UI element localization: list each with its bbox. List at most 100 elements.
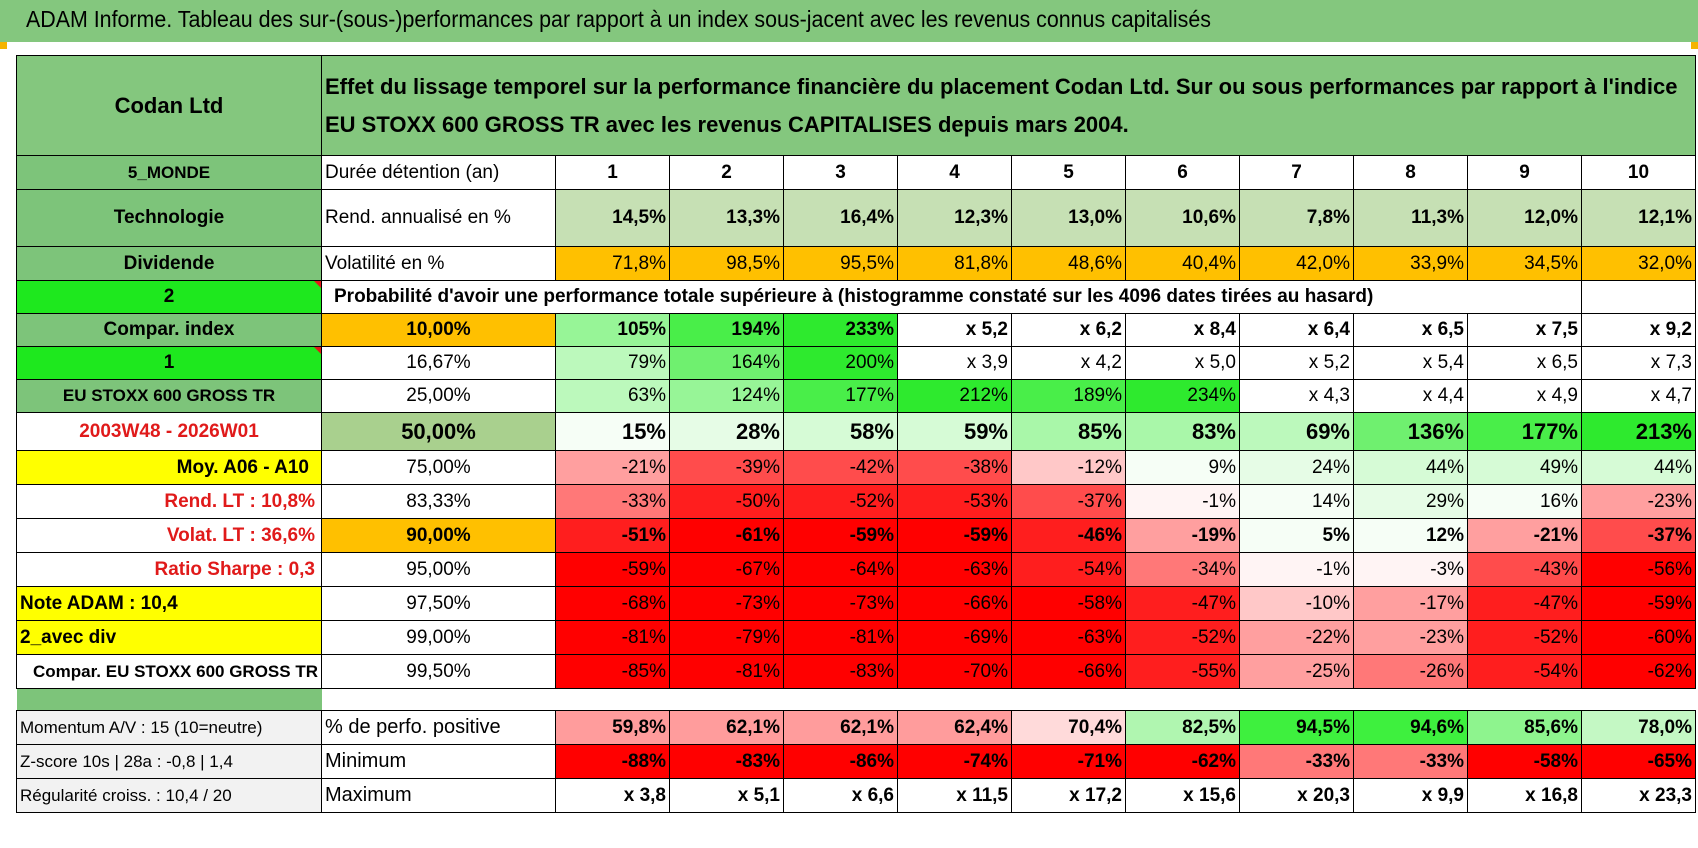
probability-value: 58% xyxy=(783,412,898,451)
year-header: 7 xyxy=(1239,155,1354,190)
probability-value: -17% xyxy=(1353,586,1468,621)
rend-label: Rend. annualisé en % xyxy=(321,189,556,247)
positive-perf-value: 70,4% xyxy=(1011,710,1126,745)
table-row: EU STOXX 600 GROSS TR 25,00% 63% 124% 177% 21… xyxy=(16,379,1696,413)
rend-value: 12,1% xyxy=(1581,189,1696,247)
year-header: 3 xyxy=(783,155,898,190)
volat-lt-label: Volat. LT : 36,6% xyxy=(16,518,322,553)
region-label: 5_MONDE xyxy=(16,155,322,190)
table-row: 5_MONDE Durée détention (an) 1 2 3 4 5 6 7 8 9 10 xyxy=(16,155,1696,190)
probability-value: -47% xyxy=(1467,586,1582,621)
probability-value: -12% xyxy=(1011,450,1126,485)
probability-value: -34% xyxy=(1125,552,1240,587)
probability-value: 16% xyxy=(1467,484,1582,519)
probability-value: -52% xyxy=(1125,620,1240,655)
probability-value: -81% xyxy=(555,620,670,655)
minimum-value: -71% xyxy=(1011,744,1126,779)
table-row: 2003W48 - 2026W01 50,00% 15% 28% 58% 59% 85% 83… xyxy=(16,412,1696,451)
probability-value: -52% xyxy=(783,484,898,519)
maximum-left-label: Régularité croiss. : 10,4 / 20 xyxy=(16,778,322,813)
type-label: Dividende xyxy=(16,246,322,281)
probability-value: -26% xyxy=(1353,654,1468,689)
positive-perf-value: 82,5% xyxy=(1125,710,1240,745)
probability-value: 212% xyxy=(897,379,1012,413)
positive-perf-left-label: Momentum A/V : 15 (10=neutre) xyxy=(16,710,322,745)
avec-div-label: 2_avec div xyxy=(16,620,322,655)
positive-perf-label: % de perfo. positive xyxy=(321,710,556,745)
probability-value: -67% xyxy=(669,552,784,587)
probability-value: x 5,2 xyxy=(1239,346,1354,380)
probability-value: x 4,9 xyxy=(1467,379,1582,413)
minimum-left-label: Z-score 10s | 28a : -0,8 | 1,4 xyxy=(16,744,322,779)
sharpe-label: Ratio Sharpe : 0,3 xyxy=(16,552,322,587)
probability-value: -61% xyxy=(669,518,784,553)
probability-value: 28% xyxy=(669,412,784,451)
probability-value: -54% xyxy=(1467,654,1582,689)
probability-value: 177% xyxy=(783,379,898,413)
minimum-value: -58% xyxy=(1467,744,1582,779)
probability-value: x 5,2 xyxy=(897,313,1012,347)
probability-value: -59% xyxy=(897,518,1012,553)
probability-value: -33% xyxy=(555,484,670,519)
probability-value: -25% xyxy=(1239,654,1354,689)
title-banner: ADAM Informe. Tableau des sur-(sous-)per… xyxy=(0,0,1698,42)
company-name: Codan Ltd xyxy=(16,55,322,156)
spacer-green xyxy=(16,688,322,711)
index-name: EU STOXX 600 GROSS TR xyxy=(16,379,322,413)
compar-index-label: Compar. index xyxy=(16,313,322,347)
probability-value: x 6,4 xyxy=(1239,313,1354,347)
vol-label: Volatilité en % xyxy=(321,246,556,281)
probability-value: -53% xyxy=(897,484,1012,519)
maximum-value: x 5,1 xyxy=(669,778,784,813)
probability-threshold: 83,33% xyxy=(321,484,556,519)
probability-threshold: 95,00% xyxy=(321,552,556,587)
table-row: 2_avec div 99,00% -81% -79% -81% -69% -63% -52%… xyxy=(16,620,1696,655)
vol-value: 95,5% xyxy=(783,246,898,281)
table-row: Volat. LT : 36,6% 90,00% -51% -61% -59% -59% -… xyxy=(16,518,1696,553)
probability-value: -1% xyxy=(1239,552,1354,587)
probability-threshold: 10,00% xyxy=(321,313,556,347)
probability-value: -56% xyxy=(1581,552,1696,587)
probability-threshold: 99,50% xyxy=(321,654,556,689)
table-row: Dividende Volatilité en % 71,8% 98,5% 95,5% 8… xyxy=(16,246,1696,281)
rend-value: 13,3% xyxy=(669,189,784,247)
probability-value: -37% xyxy=(1011,484,1126,519)
probability-value: x 5,4 xyxy=(1353,346,1468,380)
comment-marker-icon xyxy=(314,347,321,354)
table-row xyxy=(16,688,1696,711)
moy-label: Moy. A06 - A10 xyxy=(16,450,322,485)
period-label: 2003W48 - 2026W01 xyxy=(16,412,322,451)
probability-value: x 4,4 xyxy=(1353,379,1468,413)
probability-value: -22% xyxy=(1239,620,1354,655)
table-row: Compar. index 10,00% 105% 194% 233% x 5,2 x 6,… xyxy=(16,313,1696,347)
probability-value: x 6,2 xyxy=(1011,313,1126,347)
selector-2[interactable]: 1 xyxy=(16,346,322,380)
probability-value: -23% xyxy=(1353,620,1468,655)
table-row: Rend. LT : 10,8% 83,33% -33% -50% -52% -53% -3… xyxy=(16,484,1696,519)
year-header: 1 xyxy=(555,155,670,190)
probability-value: 12% xyxy=(1353,518,1468,553)
rend-value: 12,3% xyxy=(897,189,1012,247)
probability-value: -73% xyxy=(783,586,898,621)
probability-value: -79% xyxy=(669,620,784,655)
selector-1[interactable]: 2 xyxy=(16,280,322,314)
maximum-value: x 6,6 xyxy=(783,778,898,813)
minimum-value: -86% xyxy=(783,744,898,779)
probability-value: x 7,3 xyxy=(1581,346,1696,380)
probability-value: 164% xyxy=(669,346,784,380)
probability-threshold: 99,00% xyxy=(321,620,556,655)
year-header: 9 xyxy=(1467,155,1582,190)
table-row: Momentum A/V : 15 (10=neutre)% de perfo.… xyxy=(16,710,1696,745)
probability-value: -58% xyxy=(1011,586,1126,621)
positive-perf-value: 78,0% xyxy=(1581,710,1696,745)
probability-threshold: 16,67% xyxy=(321,346,556,380)
minimum-label: Minimum xyxy=(321,744,556,779)
vol-value: 32,0% xyxy=(1581,246,1696,281)
corner-marker-left xyxy=(0,42,7,49)
probability-value: -37% xyxy=(1581,518,1696,553)
table-row: Z-score 10s | 28a : -0,8 | 1,4 Minimum -88… xyxy=(16,744,1696,779)
rend-lt-label: Rend. LT : 10,8% xyxy=(16,484,322,519)
performance-table: Codan Ltd Effet du lissage temporel sur l… xyxy=(16,55,1696,813)
probability-value: 85% xyxy=(1011,412,1126,451)
probability-value: 9% xyxy=(1125,450,1240,485)
